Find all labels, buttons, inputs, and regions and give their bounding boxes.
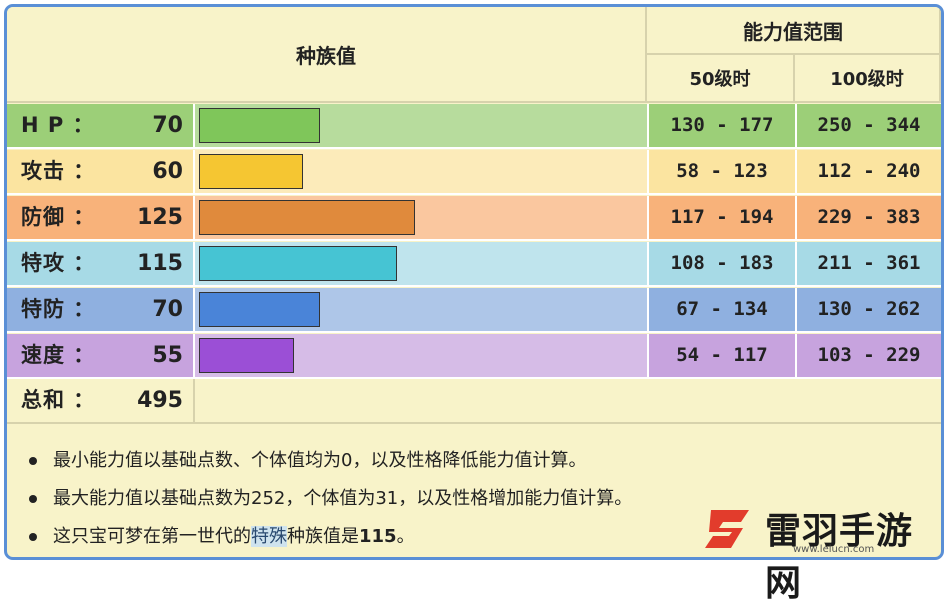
stat-row: 速度 ： 55 54 - 117 103 - 229 — [7, 334, 941, 379]
note-max-text: 最大能力值以基础点数为252，个体值为31，以及性格增加能力值计算。 — [53, 488, 633, 509]
stat-label: 特防 ： — [21, 297, 96, 321]
range-lv50: 67 - 134 — [676, 298, 768, 320]
stat-bar — [199, 292, 320, 327]
stat-bar-track — [195, 334, 647, 377]
stat-label: 防御 ： — [21, 205, 96, 229]
stat-bar-track — [195, 288, 647, 331]
stat-value: 70 — [152, 297, 183, 322]
bullet-icon — [29, 533, 37, 541]
stat-label: 攻击 ： — [21, 159, 96, 183]
bullet-icon — [29, 457, 37, 465]
stat-bar — [199, 246, 397, 281]
range-lv50: 117 - 194 — [670, 206, 774, 228]
stat-row: 特攻 ： 115 108 - 183 211 - 361 — [7, 242, 941, 287]
stat-row: H P ： 70 130 - 177 250 - 344 — [7, 104, 941, 149]
range-lv100: 103 - 229 — [817, 344, 921, 366]
stat-bar — [199, 338, 294, 373]
special-link[interactable]: 特殊 — [251, 526, 287, 547]
bullet-icon — [29, 495, 37, 503]
stats-table: 种族值 能力值范围 50级时 100级时 H P ： 70 130 - 177 250… — [4, 4, 944, 560]
stat-label: 特攻 ： — [21, 251, 96, 275]
range-header-label: 能力值范围 — [743, 19, 843, 44]
watermark-logo: 雷羽手游网 www.leiucn.com — [693, 498, 945, 604]
stat-bar-track — [195, 104, 647, 147]
notes: 最小能力值以基础点数、个体值均为0，以及性格降低能力值计算。 最大能力值以基础点… — [7, 425, 941, 557]
range-lv100: 229 - 383 — [817, 206, 921, 228]
note-gen1-text-a: 这只宝可梦在第一世代的 — [53, 526, 251, 547]
stat-bar — [199, 200, 415, 235]
stat-value: 125 — [137, 205, 183, 230]
stat-row: 防御 ： 125 117 - 194 229 - 383 — [7, 196, 941, 241]
total-label: 总和 ： — [21, 388, 96, 412]
stat-label: 速度 ： — [21, 343, 96, 367]
stat-value: 55 — [152, 343, 183, 368]
stat-bar-track — [195, 196, 647, 239]
range-lv100: 250 - 344 — [817, 114, 921, 136]
total-row: 总和 ： 495 — [7, 379, 941, 424]
range-lv50: 54 - 117 — [676, 344, 768, 366]
stat-row: 攻击 ： 60 58 - 123 112 - 240 — [7, 150, 941, 195]
total-value: 495 — [137, 388, 183, 413]
stat-row: 特防 ： 70 67 - 134 130 - 262 — [7, 288, 941, 333]
stat-label: H P ： — [21, 113, 95, 137]
note-gen1-text-d: 。 — [396, 526, 415, 547]
lv50-header-label: 50级时 — [689, 69, 751, 90]
stat-bar-track — [195, 242, 647, 285]
note-gen1: 这只宝可梦在第一世代的特殊种族值是115。 — [29, 523, 415, 551]
range-lv100: 112 - 240 — [817, 160, 921, 182]
base-stats-header: 种族值 — [7, 7, 647, 103]
base-stats-header-label: 种族值 — [296, 43, 356, 68]
note-gen1-value: 115 — [359, 526, 397, 547]
stat-value: 115 — [137, 251, 183, 276]
stat-value: 70 — [152, 113, 183, 138]
stat-bar — [199, 108, 320, 143]
stat-bar-track — [195, 150, 647, 193]
range-header: 能力值范围 — [647, 7, 941, 55]
lv100-header-label: 100级时 — [830, 69, 904, 90]
watermark-url: www.leiucn.com — [793, 544, 875, 555]
note-min: 最小能力值以基础点数、个体值均为0，以及性格降低能力值计算。 — [29, 447, 586, 475]
lv100-header: 100级时 — [795, 55, 941, 103]
note-gen1-text-b: 种族值是 — [287, 526, 359, 547]
range-lv100: 211 - 361 — [817, 252, 921, 274]
range-lv50: 58 - 123 — [676, 160, 768, 182]
stat-bar — [199, 154, 303, 189]
range-lv100: 130 - 262 — [817, 298, 921, 320]
lv50-header: 50级时 — [647, 55, 795, 103]
stat-value: 60 — [152, 159, 183, 184]
range-lv50: 108 - 183 — [670, 252, 774, 274]
leiyu-logo-icon — [705, 510, 749, 548]
note-min-text: 最小能力值以基础点数、个体值均为0，以及性格降低能力值计算。 — [53, 450, 587, 471]
note-max: 最大能力值以基础点数为252，个体值为31，以及性格增加能力值计算。 — [29, 485, 632, 513]
range-lv50: 130 - 177 — [670, 114, 774, 136]
